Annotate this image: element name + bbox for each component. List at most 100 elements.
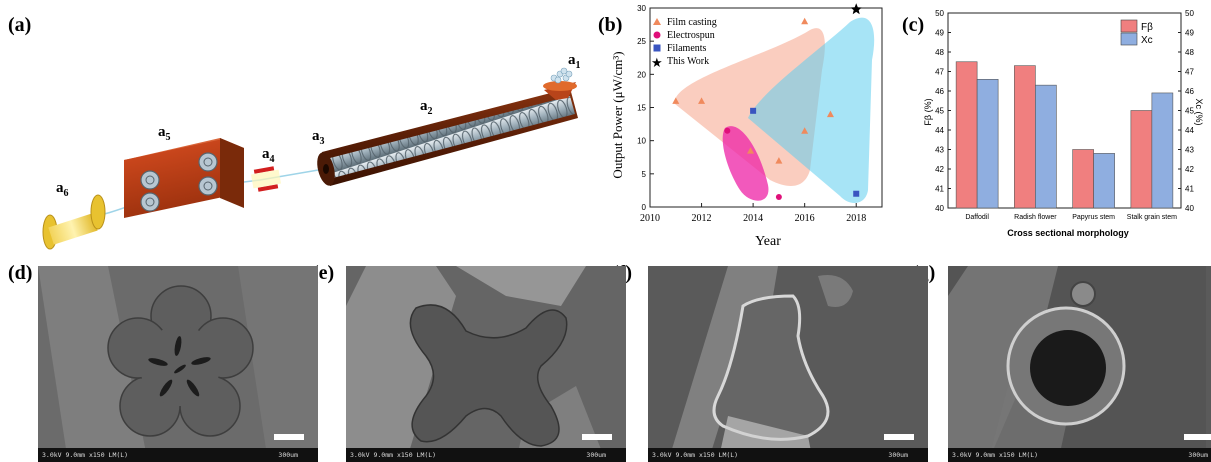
bar-f-beta [1014, 65, 1036, 209]
svg-text:This Work: This Work [667, 56, 709, 67]
point-filaments [750, 107, 757, 114]
label-a4: a4 [262, 146, 275, 165]
legend-film-casting: Film casting [653, 17, 717, 28]
y-tick-label-left: 46 [935, 87, 944, 96]
y-tick-label-left: 42 [935, 165, 944, 174]
filaments-region [748, 17, 875, 203]
sem-info-bar: 3.0kV 9.0mm x150 LM(L) [648, 448, 928, 462]
bar-f-beta [1072, 149, 1094, 209]
scale-label: 300um [586, 451, 606, 459]
sem-triangle-section [648, 266, 928, 462]
x-tick-label: Stalk grain stem [1127, 214, 1177, 221]
y-tick-label: 15 [637, 104, 646, 113]
label-a6: a6 [56, 180, 69, 199]
label-a1: a1 [568, 52, 581, 71]
legend-xc: Xc [1120, 32, 1153, 46]
y-tick-label-right: 49 [1185, 29, 1194, 38]
y-tick-label: 10 [637, 137, 646, 146]
sem-hollow-tube-section [948, 266, 1206, 462]
heater-plates [250, 166, 282, 192]
point-filaments [853, 190, 860, 197]
svg-text:Filaments: Filaments [667, 43, 707, 54]
y-tick-label-left: 49 [935, 29, 944, 38]
legend-electrospun: Electrospun [653, 30, 715, 41]
svg-text:Electrospun: Electrospun [667, 30, 715, 41]
y-tick-label-left: 47 [935, 68, 944, 77]
point-film-casting [747, 147, 755, 154]
bar-f-beta [955, 61, 978, 209]
region-layer [674, 17, 875, 203]
y-tick-label-left: 40 [935, 204, 944, 213]
y-tick-label-right: 41 [1185, 185, 1194, 194]
legend-filaments: Filaments [653, 43, 707, 54]
sem-cross-shape-section [346, 266, 626, 462]
scale-label: 300um [1188, 451, 1208, 459]
bar-xc [1151, 92, 1174, 209]
sem-image-d: 3.0kV 9.0mm x150 LM(L) 300um [38, 266, 318, 462]
scale-bar [1184, 434, 1211, 440]
x-axis-label: Cross sectional morphology [1007, 228, 1129, 238]
morphology-bar-chart: 40 40 41 41 42 42 43 43 44 44 45 45 46 46 47 47 48 48 49 49… [923, 9, 1203, 238]
bar-f-beta [1130, 110, 1153, 209]
y-tick-label-right: 46 [1185, 87, 1194, 96]
scale-bar [582, 434, 612, 440]
legend-f-beta: Fβ [1120, 19, 1153, 33]
point-film-casting [672, 97, 680, 104]
point-electrospun [775, 194, 782, 201]
sem-info-bar: 3.0kV 9.0mm x150 LM(L) [38, 448, 318, 462]
y-tick-label: 5 [642, 170, 647, 179]
x-tick-label: Papyrus stem [1072, 214, 1115, 221]
label-a5: a5 [158, 124, 171, 143]
y-tick-label: 25 [637, 37, 646, 46]
label-a3: a3 [312, 128, 325, 147]
x-tick-label: 2016 [795, 213, 815, 224]
extruder-barrel [317, 67, 578, 186]
x-tick-label: 2018 [846, 213, 866, 224]
x-axis-label: Year [755, 234, 781, 249]
y-tick-label-right: 43 [1185, 146, 1194, 155]
sem-info-bar: 3.0kV 9.0mm x150 LM(L) [346, 448, 626, 462]
sem-image-e: 3.0kV 9.0mm x150 LM(L) 300um [346, 266, 626, 462]
y-tick-label-right: 50 [1185, 9, 1194, 18]
label-a2: a2 [420, 98, 433, 117]
x-tick-label: 2014 [743, 213, 763, 224]
y-tick-label-left: 48 [935, 48, 944, 57]
bar-xc [1035, 84, 1057, 209]
svg-text:Fβ: Fβ [1141, 22, 1153, 33]
point-electrospun [724, 127, 731, 134]
svg-text:Film casting: Film casting [667, 17, 717, 28]
sem-image-g: 3.0kV 9.0mm x150 LM(L) 300um [948, 266, 1211, 462]
y-tick-label: 30 [637, 4, 646, 13]
point-this-work [850, 3, 862, 15]
scale-bar [884, 434, 914, 440]
y-tick-label-left: 44 [935, 126, 944, 135]
y-tick-label: 0 [642, 203, 647, 212]
bar-xc [1093, 153, 1115, 209]
y-tick-label: 20 [637, 70, 646, 79]
point-film-casting [698, 97, 706, 104]
y-tick-label-right: 45 [1185, 107, 1194, 116]
point-film-casting [801, 17, 809, 25]
y-tick-label-left: 41 [935, 185, 944, 194]
y-axis-label-left: Fβ (%) [923, 98, 933, 125]
sem-image-f: 3.0kV 9.0mm x150 LM(L) 300um [648, 266, 928, 462]
y-tick-label-right: 40 [1185, 204, 1194, 213]
y-axis-label-right: Xc (%) [1194, 99, 1203, 126]
x-tick-label: 2010 [640, 213, 660, 224]
panel-label-d: (d) [8, 262, 33, 284]
y-tick-label-right: 47 [1185, 68, 1194, 77]
x-tick-label: Radish flower [1014, 214, 1057, 221]
sem-flower-cross-section [38, 266, 318, 462]
star-icon: ★ [651, 55, 663, 70]
panel-label-c: (c) [902, 14, 925, 36]
y-tick-label-right: 42 [1185, 165, 1194, 174]
point-film-casting [826, 110, 834, 118]
point-film-casting [775, 157, 783, 164]
output-power-chart: 2010 2012 2014 2016 2018 0 5 10 15 20 25 30 Film ca… [610, 3, 883, 249]
scale-label: 300um [888, 451, 908, 459]
bar-legend: Fβ Xc [1120, 19, 1153, 46]
collector-spool [42, 194, 106, 250]
sem-info-bar: 3.0kV 9.0mm x150 LM(L) [948, 448, 1211, 462]
scale-bar [274, 434, 304, 440]
drawing-unit-box [124, 138, 244, 219]
